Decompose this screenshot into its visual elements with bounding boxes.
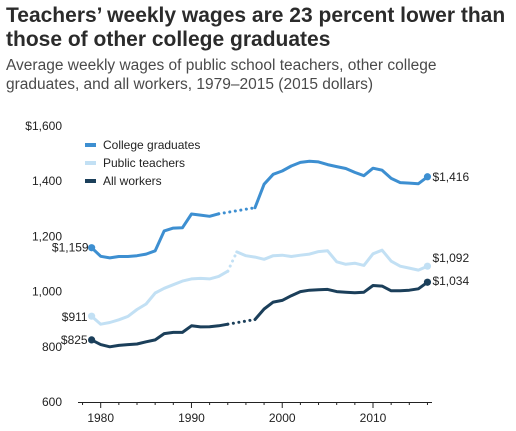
legend: College graduates Public teachers All work…: [85, 138, 200, 188]
series-college-graduates: $1,159 $1,416: [52, 159, 469, 260]
start-value-label: $825: [61, 333, 88, 347]
end-point: [423, 262, 432, 270]
series-line-gap: [226, 318, 257, 326]
x-tick-label: 1980: [87, 411, 114, 425]
series-line-gap: [217, 206, 257, 216]
x-tick-label: 2000: [269, 411, 296, 425]
y-axis: 600 800 1,000 1,200 1,400 $1,600: [25, 119, 62, 409]
series-all-workers: $825 $1,034: [61, 274, 469, 349]
legend-item: College graduates: [85, 138, 200, 152]
x-tick-label: 2010: [360, 411, 387, 425]
legend-label: All workers: [103, 174, 162, 188]
y-tick-label: 1,000: [32, 285, 62, 299]
start-point: [88, 312, 96, 320]
y-tick-label: $1,600: [25, 119, 62, 133]
chart-subtitle: Average weekly wages of public school te…: [6, 57, 437, 93]
end-value-label: $1,034: [432, 274, 469, 288]
end-point: [423, 278, 432, 286]
legend-item: Public teachers: [85, 156, 185, 170]
start-point: [88, 336, 96, 344]
legend-label: College graduates: [103, 138, 200, 152]
series-line: [90, 322, 230, 349]
end-value-label: $1,416: [432, 170, 469, 184]
y-tick-label: 1,200: [32, 229, 62, 243]
x-axis: 1980 1990 2000 2010: [78, 402, 432, 425]
series-layer: $1,159 $1,416 $911 $1,092 $825 $1,034: [52, 159, 469, 349]
chart-title: Teachers’ weekly wages are 23 percent lo…: [6, 4, 506, 51]
series-line: [90, 269, 230, 326]
end-value-label: $1,092: [432, 251, 469, 265]
series-line: [235, 248, 429, 272]
legend-item: All workers: [85, 174, 162, 188]
series-line-gap: [226, 250, 239, 273]
y-tick-label: 800: [42, 340, 62, 354]
series-line: [253, 159, 429, 210]
x-tick-label: 1990: [178, 411, 205, 425]
series-line: [253, 280, 429, 321]
start-value-label: $1,159: [52, 241, 89, 255]
end-point: [423, 173, 432, 181]
legend-label: Public teachers: [103, 156, 185, 170]
start-value-label: $911: [62, 310, 88, 324]
y-tick-label: 1,400: [32, 174, 62, 188]
series-line: [90, 212, 221, 260]
y-tick-label: 600: [42, 395, 62, 409]
series-public-teachers: $911 $1,092: [62, 248, 469, 326]
start-point: [88, 244, 96, 252]
